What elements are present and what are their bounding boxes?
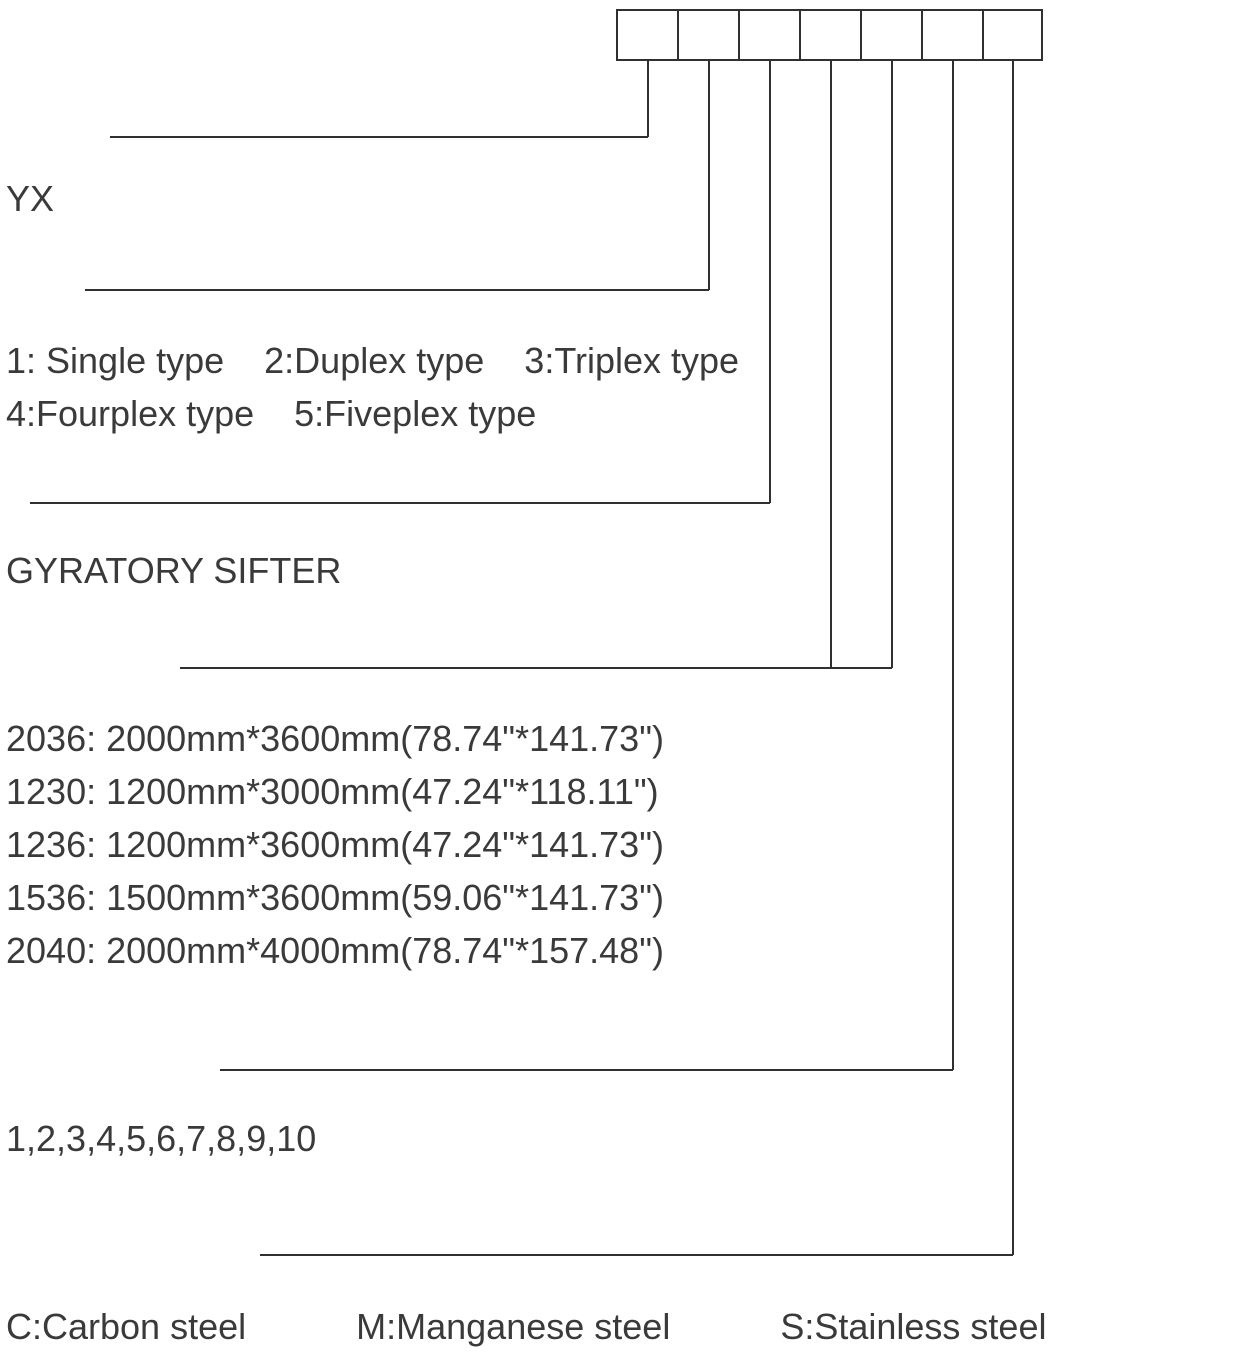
leader-lines — [0, 0, 1235, 1365]
diagram-canvas: YX 1: Single type 2:Duplex type 3:Triple… — [0, 0, 1235, 1365]
